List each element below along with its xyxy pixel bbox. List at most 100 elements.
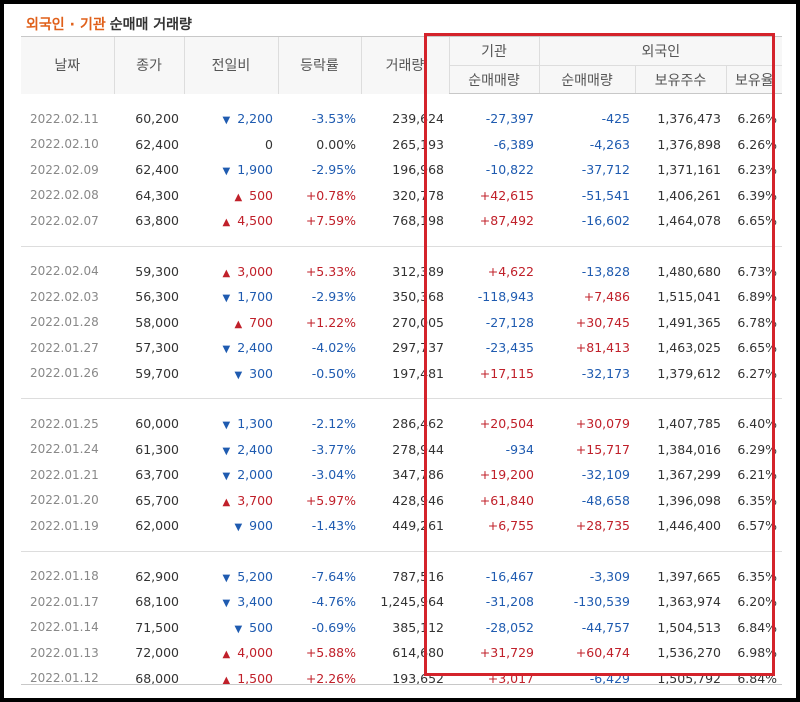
change-cell: ▼ 3,400 [184, 589, 278, 615]
title-separator: · [69, 17, 75, 33]
table-row: 2022.01.20 65,700 ▲ 3,700 +5.97% 428,946 +61,8… [21, 488, 782, 514]
ratio-cell: 6.23% [737, 162, 778, 178]
ratio-cell: 6.20% [737, 594, 778, 610]
holdings-cell: 1,363,974 [657, 594, 721, 610]
date-cell: 2022.02.09 [30, 162, 99, 177]
header-foreign: 외국인 [538, 36, 783, 66]
close-cell: 71,500 [135, 619, 179, 635]
date-cell: 2022.01.20 [30, 493, 99, 508]
date-cell: 2022.01.13 [30, 645, 99, 660]
table-row: 2022.01.19 62,000 ▼ 900 -1.43% 449,261 +6,755 +… [21, 513, 782, 539]
rate-cell: +5.88% [305, 645, 356, 661]
holdings-cell: 1,397,665 [657, 568, 721, 584]
header-inst-net: 순매매량 [448, 65, 539, 94]
holdings-cell: 1,463,025 [657, 340, 721, 356]
down-arrow-icon: ▼ [222, 115, 231, 127]
date-cell: 2022.01.19 [30, 518, 99, 533]
table-row: 2022.01.25 60,000 ▼ 1,300 -2.12% 286,462 +20,5… [21, 411, 782, 437]
title-suffix: 순매매 거래량 [109, 17, 192, 33]
change-value: 300 [249, 365, 273, 381]
header-change: 전일비 [183, 36, 278, 94]
close-cell: 59,300 [135, 263, 179, 279]
inst-net-cell: -10,822 [485, 162, 534, 178]
up-arrow-icon: ▲ [234, 318, 243, 330]
change-cell: ▼ 500 [184, 615, 278, 641]
foreign-net-cell: -51,541 [581, 187, 630, 203]
change-value: 1,300 [237, 416, 273, 432]
volume-cell: 449,261 [392, 518, 444, 534]
rate-cell: -2.12% [311, 416, 356, 432]
group-spacer-cell [21, 246, 782, 259]
rate-cell: -0.50% [311, 365, 356, 381]
header-foreign-net: 순매매량 [538, 65, 635, 94]
down-arrow-icon: ▼ [222, 166, 231, 178]
volume-cell: 193,652 [392, 670, 444, 686]
inst-net-cell: -31,208 [485, 594, 534, 610]
volume-cell: 278,944 [392, 441, 444, 457]
date-cell: 2022.01.12 [30, 671, 99, 686]
holdings-cell: 1,379,612 [657, 365, 721, 381]
section-title: 외국인 · 기관 순매매 거래량 [26, 14, 192, 34]
date-cell: 2022.01.28 [30, 315, 99, 330]
inst-net-cell: +17,115 [479, 365, 534, 381]
date-cell: 2022.01.14 [30, 620, 99, 635]
group-spacer [21, 551, 782, 564]
close-cell: 62,400 [135, 162, 179, 178]
rate-cell: +2.26% [305, 670, 356, 686]
close-cell: 62,000 [135, 518, 179, 534]
change-cell: ▼ 2,000 [184, 462, 278, 488]
group-spacer-cell [21, 94, 782, 107]
foreign-net-cell: -4,263 [589, 136, 630, 152]
volume-cell: 297,737 [392, 340, 444, 356]
ratio-cell: 6.57% [737, 518, 778, 534]
date-cell: 2022.02.07 [30, 213, 99, 228]
rate-cell: -7.64% [311, 568, 356, 584]
change-cell: ▲ 700 [184, 310, 278, 336]
table-bottom-border [21, 684, 782, 685]
ratio-cell: 6.27% [737, 365, 778, 381]
change-value: 1,700 [237, 289, 273, 305]
close-cell: 63,700 [135, 467, 179, 483]
change-value: 4,000 [237, 645, 273, 661]
inst-net-cell: -934 [505, 441, 534, 457]
holdings-cell: 1,536,270 [657, 645, 721, 661]
close-cell: 57,300 [135, 340, 179, 356]
up-arrow-icon: ▲ [222, 496, 231, 508]
holdings-cell: 1,384,016 [657, 441, 721, 457]
volume-cell: 286,462 [392, 416, 444, 432]
foreign-net-cell: +15,717 [575, 441, 630, 457]
date-cell: 2022.02.10 [30, 137, 99, 152]
holdings-cell: 1,407,785 [657, 416, 721, 432]
change-cell: ▼ 1,300 [184, 411, 278, 437]
close-cell: 64,300 [135, 187, 179, 203]
change-value: 3,000 [237, 263, 273, 279]
inst-net-cell: +6,755 [487, 518, 534, 534]
group-spacer [21, 233, 783, 247]
up-arrow-icon: ▲ [222, 217, 231, 229]
group-spacer-cell [21, 399, 782, 412]
table-row: 2022.01.17 68,100 ▼ 3,400 -4.76% 1,245,964 -31… [21, 589, 782, 615]
inst-net-cell: -27,397 [485, 111, 534, 127]
change-cell: ▼ 300 [184, 361, 278, 387]
group-spacer [21, 399, 782, 412]
foreign-net-cell: -32,109 [581, 467, 630, 483]
foreign-net-cell: +81,413 [575, 340, 630, 356]
holdings-cell: 1,504,513 [657, 619, 721, 635]
group-spacer [21, 246, 782, 259]
rate-cell: +1.22% [305, 314, 356, 330]
close-cell: 60,000 [135, 416, 179, 432]
foreign-net-cell: +30,079 [575, 416, 630, 432]
foreign-net-cell: -6,429 [589, 670, 630, 686]
ratio-cell: 6.65% [737, 213, 778, 229]
foreign-net-cell: +30,745 [575, 314, 630, 330]
foreign-net-cell: +7,486 [583, 289, 630, 305]
ratio-cell: 6.65% [737, 340, 778, 356]
date-cell: 2022.01.17 [30, 594, 99, 609]
volume-cell: 768,198 [392, 213, 444, 229]
change-value: 2,400 [237, 340, 273, 356]
ratio-cell: 6.73% [737, 263, 778, 279]
date-cell: 2022.02.11 [30, 111, 99, 126]
change-value: 1,500 [237, 670, 273, 686]
holdings-cell: 1,464,078 [657, 213, 721, 229]
change-cell: ▼ 1,900 [184, 157, 278, 183]
